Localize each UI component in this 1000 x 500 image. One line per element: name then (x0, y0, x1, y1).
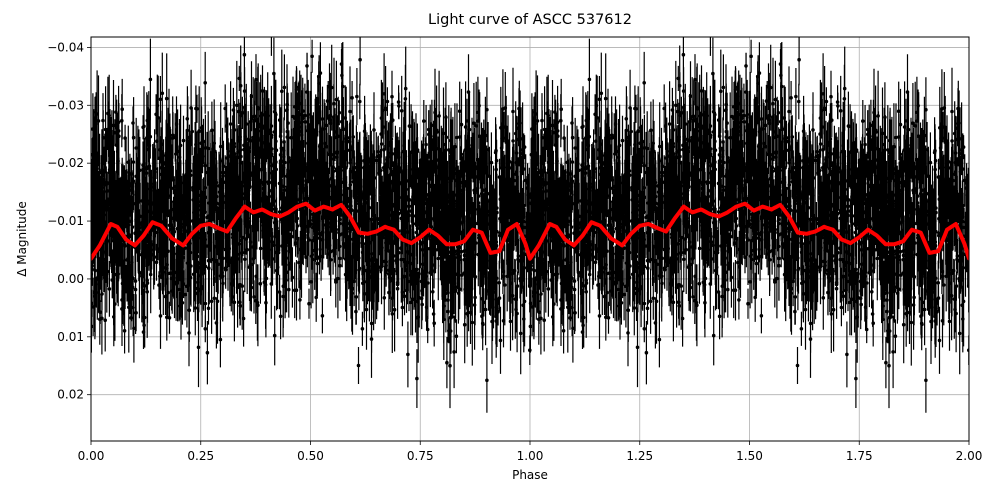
x-tick-label: 1.00 (517, 449, 544, 463)
x-tick-label: 0.00 (78, 449, 105, 463)
y-tick-label: −0.04 (47, 40, 84, 54)
x-tick-label: 2.00 (956, 449, 983, 463)
model-curve (91, 201, 969, 261)
x-axis-ticks: 0.00 0.25 0.50 0.75 1.00 1.25 1.50 1.75 2.00 (78, 441, 983, 463)
x-tick-label: 1.25 (626, 449, 653, 463)
x-tick-label: 1.75 (846, 449, 873, 463)
observation-points (91, 37, 969, 413)
y-tick-label: −0.03 (47, 98, 84, 112)
x-axis-label: Phase (512, 468, 548, 482)
x-tick-label: 0.25 (187, 449, 214, 463)
y-tick-label: 0.02 (57, 388, 84, 402)
y-tick-label: −0.02 (47, 156, 84, 170)
y-tick-label: 0.00 (57, 272, 84, 286)
x-tick-label: 1.50 (736, 449, 763, 463)
y-tick-label: −0.01 (47, 214, 84, 228)
x-tick-label: 0.75 (407, 449, 434, 463)
y-axis-ticks: −0.04 −0.03 −0.02 −0.01 0.00 0.01 0.02 (47, 40, 91, 402)
chart-title: Light curve of ASCC 537612 (428, 12, 632, 28)
y-tick-label: 0.01 (57, 330, 84, 344)
x-tick-label: 0.50 (297, 449, 324, 463)
